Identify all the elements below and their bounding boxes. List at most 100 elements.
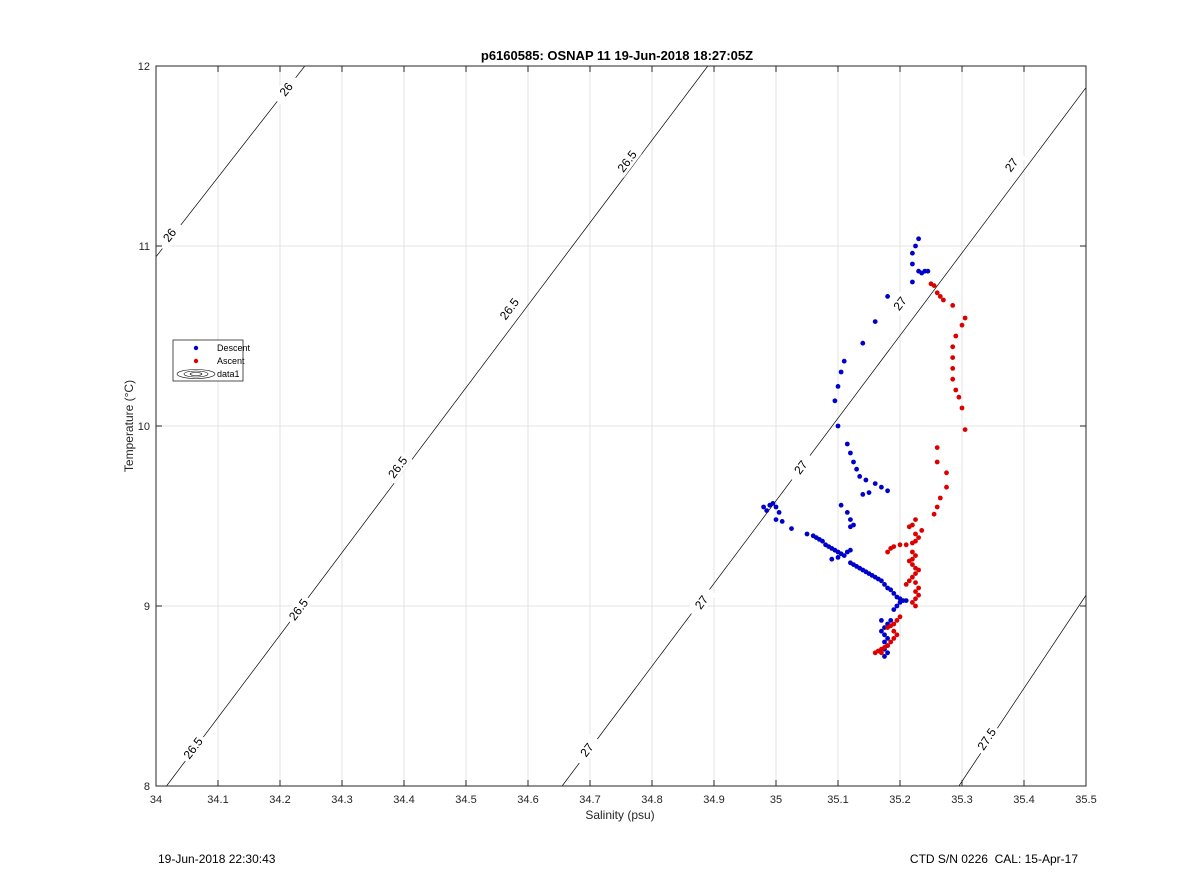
x-tick-label: 35.4 <box>1013 794 1034 806</box>
descent-point <box>925 268 931 274</box>
density-contour-label-mask <box>885 287 915 320</box>
descent-point <box>829 556 835 562</box>
x-tick-label: 34.7 <box>579 794 600 806</box>
density-contour-label-mask <box>612 145 642 178</box>
descent-point <box>891 607 897 612</box>
density-contour-label-mask <box>686 586 717 619</box>
descent-point <box>903 598 909 603</box>
ascent-point <box>931 283 937 288</box>
descent-point <box>835 555 841 560</box>
descent-point <box>879 618 884 623</box>
x-tick-label: 34.5 <box>455 794 476 806</box>
x-tick-label: 35.2 <box>889 794 910 806</box>
ascent-point <box>891 636 897 641</box>
y-axis-label: Temperature (°C) <box>122 380 136 472</box>
ascent-point <box>885 549 890 555</box>
ascent-point <box>937 294 943 299</box>
descent-point <box>910 279 915 285</box>
descent-point <box>761 504 766 510</box>
descent-point <box>872 319 878 324</box>
density-contour-line <box>958 595 1086 786</box>
x-axis-label: Salinity (psu) <box>585 808 654 822</box>
grid-lines <box>155 65 1087 787</box>
ascent-point <box>934 290 940 296</box>
ascent-point <box>934 459 940 465</box>
y-tick-label: 11 <box>139 241 150 253</box>
ascent-point <box>953 333 959 339</box>
descent-point <box>863 477 869 483</box>
ascent-point <box>953 387 959 393</box>
x-tick-label: 34.3 <box>331 794 352 806</box>
descent-point <box>894 603 900 609</box>
ascent-point <box>950 303 956 308</box>
descent-point <box>872 481 878 486</box>
density-contour-label-group: 27 <box>786 451 816 484</box>
ascent-point <box>906 578 912 584</box>
descent-point <box>838 502 844 508</box>
density-contour-label-mask <box>996 148 1027 182</box>
ascent-point <box>913 531 918 537</box>
descent-point <box>832 398 838 404</box>
density-contour-label-group: 26 <box>154 219 185 252</box>
x-tick-label: 35 <box>770 794 782 806</box>
descent-point <box>879 628 884 634</box>
ascent-point <box>959 405 965 411</box>
ascent-point <box>950 376 956 382</box>
descent-point <box>897 600 903 605</box>
descent-point <box>913 243 918 249</box>
density-contour-label-group: 27 <box>572 733 602 767</box>
descent-point <box>882 639 887 645</box>
ascent-point <box>910 600 915 605</box>
ascent-point <box>910 540 915 546</box>
descent-point <box>773 504 779 510</box>
descent-point <box>848 524 853 530</box>
ascent-point <box>913 596 918 602</box>
descent-point <box>770 501 776 506</box>
density-contour-label-group: 27.5 <box>972 722 1001 756</box>
y-tick-label: 9 <box>144 601 150 613</box>
ascent-point <box>950 355 956 360</box>
ascent-point <box>885 625 890 630</box>
x-tick-label: 35.3 <box>951 794 972 806</box>
descent-point <box>885 636 890 641</box>
legend-ascent-label: Ascent <box>217 356 245 366</box>
ascent-point <box>913 603 918 609</box>
x-tick-label: 35.1 <box>827 794 848 806</box>
descent-point <box>910 250 915 256</box>
descent-point <box>857 474 863 479</box>
ascent-point <box>962 315 968 321</box>
descent-point <box>789 526 794 531</box>
descent-point <box>879 578 884 584</box>
descent-point <box>841 358 847 364</box>
ascent-point <box>872 650 878 656</box>
ascent-point <box>913 580 918 585</box>
y-tick-label: 8 <box>144 781 150 793</box>
descent-point <box>773 517 779 522</box>
ascent-point <box>897 542 903 548</box>
ascent-point <box>903 582 909 587</box>
ascent-point <box>888 546 894 551</box>
density-contour-label-mask <box>283 593 314 626</box>
descent-point <box>804 531 810 537</box>
ascent-point <box>916 567 921 573</box>
descent-point <box>841 553 847 558</box>
x-tick-label: 35.5 <box>1075 794 1096 806</box>
ascent-point <box>950 366 956 371</box>
ascent-point <box>919 528 925 533</box>
density-contour-label-mask <box>786 451 816 484</box>
descent-point <box>888 587 894 593</box>
descent-point <box>838 369 844 375</box>
density-contour-label-mask <box>494 292 525 326</box>
ascent-point <box>913 571 918 576</box>
ascent-point <box>913 553 918 558</box>
descent-point <box>776 510 782 515</box>
ascent-point <box>910 562 915 567</box>
x-tick-label: 34.8 <box>641 794 662 806</box>
legend-ascent-marker <box>193 358 199 364</box>
density-contour-line <box>561 87 1086 786</box>
descent-point <box>820 538 825 544</box>
descent-point <box>848 547 853 553</box>
x-tick-label: 34.6 <box>517 794 538 806</box>
descent-point <box>888 618 894 623</box>
